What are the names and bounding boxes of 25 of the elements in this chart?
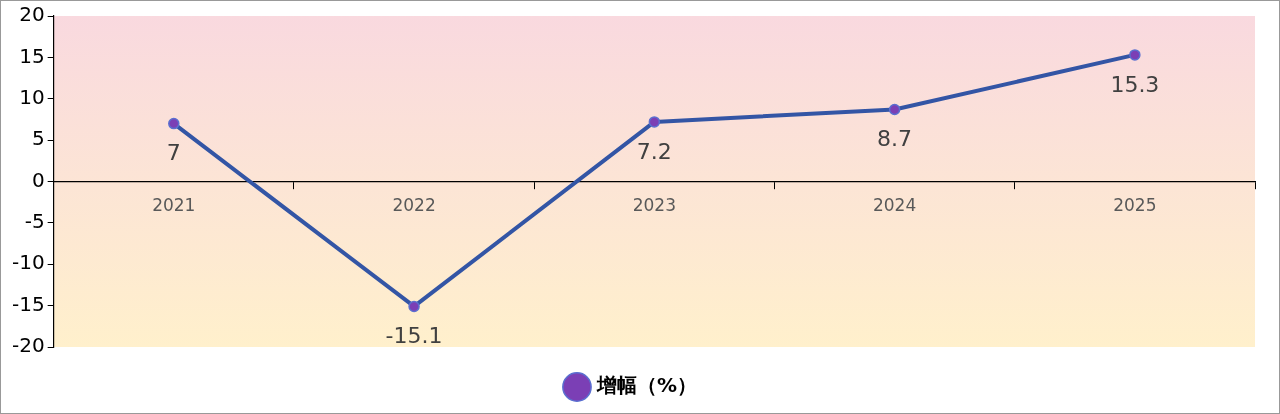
y-tick-label: 15: [19, 43, 45, 68]
point: [1129, 49, 1141, 61]
x-tick-label: 2025: [1113, 195, 1157, 216]
y-tick-label: -15: [11, 291, 45, 316]
point: [168, 117, 180, 130]
x-tick-label: 2023: [632, 195, 676, 216]
x-tick-label: 2024: [872, 195, 917, 216]
point: [408, 300, 420, 313]
data-label: 7.2: [636, 138, 672, 164]
y-tick-label: 0: [31, 167, 45, 192]
point: [888, 103, 901, 116]
point: [648, 116, 661, 128]
data-label: 15.3: [1110, 71, 1160, 97]
data-label: 8.7: [877, 126, 913, 152]
data-label: -15.1: [385, 323, 443, 349]
data-label: 7: [166, 140, 181, 166]
y-tick-label: 20: [19, 2, 45, 27]
y-tick-label: -20: [11, 333, 45, 358]
x-tick-label: 2021: [152, 195, 196, 216]
legend-label: 增幅（%）: [595, 373, 698, 398]
y-tick-label: -5: [24, 209, 45, 234]
y-tick-label: 5: [31, 126, 45, 151]
y-tick-label: -10: [11, 250, 45, 275]
x-tick-label: 2022: [392, 195, 436, 216]
y-tick-label: 10: [19, 84, 45, 109]
